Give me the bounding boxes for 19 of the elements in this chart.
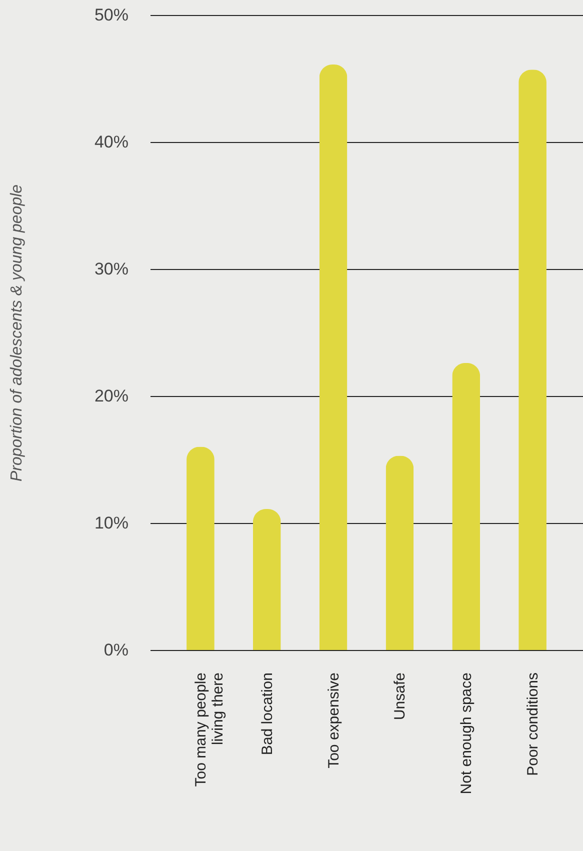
bar [252,509,281,650]
x-tick-label: Not enough space [458,672,476,794]
bar [186,446,214,650]
bar [319,64,348,650]
y-tick-label: 40% [94,132,128,152]
bar [518,70,546,650]
bar [452,362,480,650]
x-tick-label: Too expensive [325,672,342,768]
x-tick-label: Bad location [258,672,276,756]
x-tick-label: Too many people living there [192,672,226,787]
y-tick-label: 50% [94,6,128,24]
x-tick-label: Unsafe [392,672,409,720]
y-tick-label: 20% [94,386,128,406]
bar [386,456,414,650]
y-tick-label: 0% [104,640,128,660]
y-tick-label: 10% [94,514,128,532]
y-axis-title: Proportion of adolescents & young people [8,184,26,482]
x-tick-label: Poor conditions [524,672,542,776]
y-tick-label: 30% [94,260,128,278]
